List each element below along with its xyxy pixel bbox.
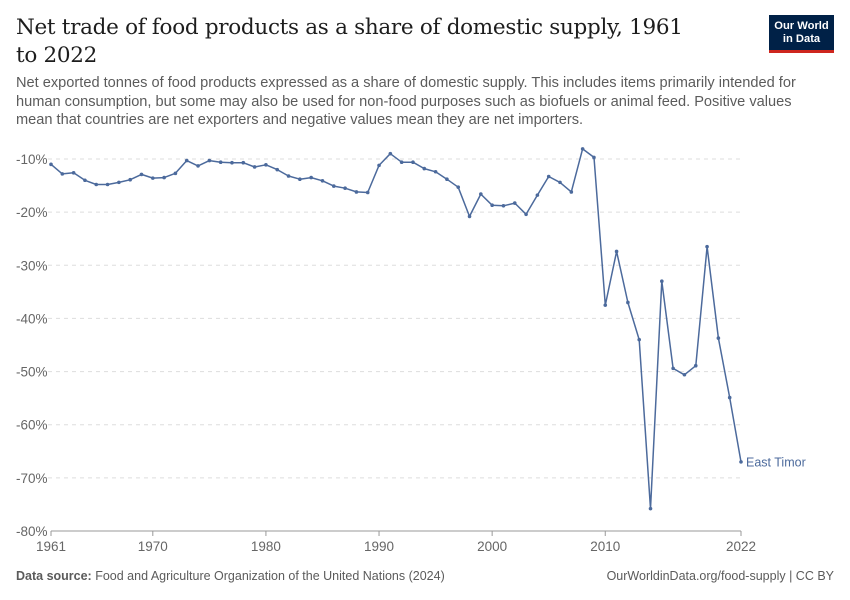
y-tick-label: -40% (16, 311, 48, 326)
data-point (648, 506, 653, 511)
data-point (739, 460, 743, 464)
data-point (196, 164, 200, 168)
x-tick-label: 1970 (138, 539, 168, 554)
data-point (298, 177, 302, 181)
x-tick-label: 2000 (477, 539, 507, 554)
data-source: Data source: Food and Agriculture Organi… (16, 569, 445, 583)
chart-title: Net trade of food products as a share of… (16, 15, 683, 68)
data-point (501, 203, 506, 208)
data-point (445, 177, 449, 181)
chart-subtitle: Net exported tonnes of food products exp… (16, 75, 796, 128)
x-tick-label: 2022 (726, 539, 756, 554)
data-point (467, 214, 472, 219)
data-point (94, 182, 99, 187)
data-point (71, 171, 76, 175)
data-point (716, 336, 721, 340)
data-point (49, 162, 53, 167)
data-point (693, 363, 698, 368)
data-point (377, 163, 381, 168)
data-point (252, 165, 257, 169)
data-point (343, 186, 347, 191)
data-source-label: Data source: (16, 569, 92, 583)
data-point (388, 151, 393, 156)
logo-line-2: in Data (782, 33, 821, 45)
data-point (671, 366, 675, 371)
data-point (60, 172, 65, 176)
data-point (411, 160, 415, 164)
data-point (512, 201, 517, 205)
data-point (286, 174, 291, 178)
data-point (535, 193, 540, 197)
data-point (151, 176, 155, 180)
data-point (320, 178, 325, 183)
data-point (479, 192, 483, 196)
data-point (184, 158, 189, 163)
data-point (546, 174, 551, 179)
data-point (660, 279, 664, 284)
series-label-east-timor: East Timor (746, 455, 806, 469)
data-point (490, 203, 494, 208)
data-point (422, 166, 427, 171)
credit-link[interactable]: OurWorldinData.org/food-supply | CC BY (606, 569, 834, 583)
y-tick-label: -50% (16, 365, 48, 380)
data-point (727, 395, 732, 400)
line-chart: -10% -20% -30% -40% -50% -60% -70% -80%1961 1970… (16, 147, 806, 554)
x-tick-label: 1961 (36, 539, 66, 554)
data-point (637, 337, 641, 342)
data-point (524, 212, 528, 217)
data-point (603, 303, 608, 307)
data-point (83, 178, 87, 183)
data-point (230, 160, 234, 165)
data-point (309, 175, 313, 180)
x-tick-label: 1980 (251, 539, 281, 554)
y-tick-label: -10% (16, 152, 48, 167)
x-tick-label: 2010 (590, 539, 620, 554)
data-point (682, 372, 687, 377)
data-point (456, 185, 461, 189)
data-point (331, 184, 336, 188)
data-point (614, 249, 619, 254)
data-point (173, 171, 178, 176)
data-source-text[interactable]: Food and Agriculture Organization of the… (95, 569, 445, 583)
data-point (592, 155, 596, 160)
data-point (128, 177, 132, 182)
data-point (626, 300, 630, 305)
logo-line-1: Our World (774, 20, 829, 32)
data-point (365, 190, 370, 195)
data-point (218, 160, 223, 164)
y-tick-label: -70% (16, 471, 48, 486)
data-point (569, 190, 574, 194)
data-point (433, 169, 438, 174)
data-point (399, 160, 404, 164)
data-point (264, 163, 268, 167)
y-tick-label: -20% (16, 205, 48, 220)
owid-logo[interactable]: Our World in Data (769, 15, 834, 53)
data-point (162, 175, 166, 180)
data-point (705, 244, 709, 249)
data-point (275, 167, 280, 172)
y-tick-label: -80% (16, 524, 48, 539)
y-tick-label: -60% (16, 418, 48, 433)
data-point (207, 158, 212, 163)
data-point (354, 190, 359, 194)
data-point (558, 180, 562, 185)
series-line-east-timor (50, 148, 742, 510)
data-point (241, 160, 246, 165)
data-point (105, 182, 110, 187)
data-point (117, 180, 121, 185)
data-point (580, 147, 585, 151)
x-tick-label: 1990 (364, 539, 394, 554)
y-tick-label: -30% (16, 258, 48, 273)
data-point (139, 172, 144, 177)
